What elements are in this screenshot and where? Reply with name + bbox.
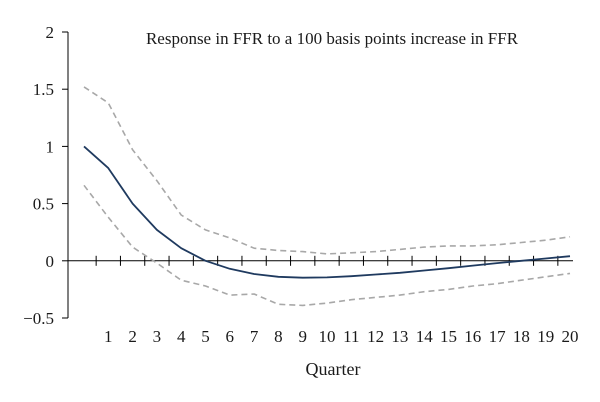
y-tick-label: 0 [46, 252, 55, 271]
x-tick-label: 18 [513, 327, 530, 346]
tick-labels: 21.510.50−0.51 2 3 4 5 6 7 8 9 10 11 12 13 14 15 16 17 18… [23, 23, 578, 346]
x-tick-label: 10 [319, 327, 336, 346]
axes [62, 31, 573, 319]
x-tick-label: 8 [274, 327, 283, 346]
x-tick-label: 15 [440, 327, 457, 346]
y-tick-label: 2 [46, 23, 55, 42]
x-tick-label: 14 [416, 327, 434, 346]
x-tick-label: 1 [104, 327, 113, 346]
x-tick-label: 6 [226, 327, 235, 346]
y-tick-label: −0.5 [23, 309, 54, 328]
y-tick-label: 1.5 [33, 80, 54, 99]
y-tick-label: 1 [46, 137, 55, 156]
series-group [83, 86, 571, 307]
x-tick-label: 9 [298, 327, 307, 346]
x-tick-label: 5 [201, 327, 210, 346]
y-tick-label: 0.5 [33, 195, 54, 214]
x-tick-label: 12 [367, 327, 384, 346]
x-tick-label: 17 [489, 327, 507, 346]
x-tick-label: 16 [464, 327, 481, 346]
chart-title: Response in FFR to a 100 basis points in… [146, 29, 519, 48]
x-tick-label: 19 [537, 327, 554, 346]
x-tick-label: 2 [128, 327, 137, 346]
x-tick-label: 13 [391, 327, 408, 346]
x-tick-label: 3 [153, 327, 162, 346]
x-tick-label: 7 [250, 327, 259, 346]
lower-band-line [83, 184, 571, 307]
response-line [83, 145, 571, 279]
upper-band-line [83, 86, 571, 255]
x-axis-label: Quarter [306, 359, 361, 379]
x-tick-label: 4 [177, 327, 186, 346]
x-tick-label: 11 [343, 327, 359, 346]
x-tick-label: 20 [562, 327, 579, 346]
